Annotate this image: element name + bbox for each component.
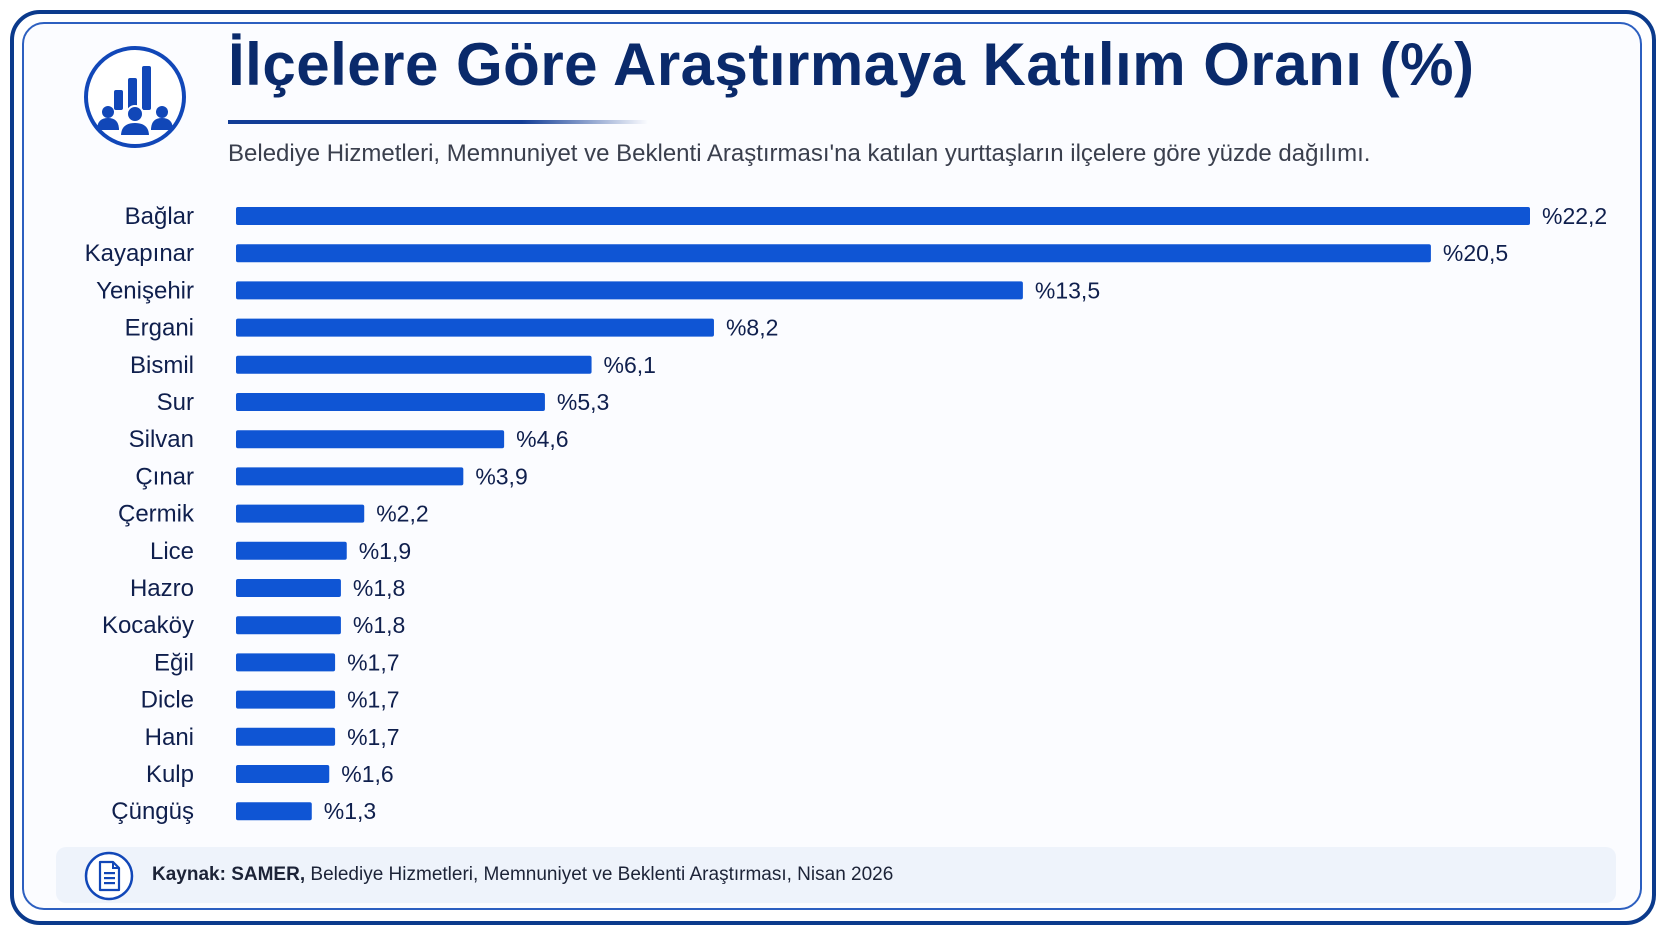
value-label: %1,8 (353, 575, 405, 601)
bar (236, 467, 464, 486)
source-footer: Kaynak: SAMER, Belediye Hizmetleri, Memn… (56, 847, 1616, 903)
value-label: %20,5 (1443, 240, 1508, 266)
category-label: Kocaköy (102, 612, 194, 639)
value-label: %8,2 (726, 315, 778, 341)
bar (236, 690, 336, 709)
source-description: Belediye Hizmetleri, Memnuniyet ve Bekle… (310, 864, 894, 885)
bar (236, 430, 505, 449)
source-org: SAMER, (231, 864, 306, 885)
bar (236, 281, 1023, 300)
bar (236, 727, 336, 746)
category-label: Bağlar (125, 203, 194, 230)
value-label: %1,9 (359, 538, 411, 564)
category-label: Bismil (130, 352, 194, 379)
value-label: %4,6 (516, 426, 568, 452)
title-underline (228, 120, 648, 124)
bar-chart-people-icon (84, 46, 186, 148)
value-label: %1,3 (324, 798, 376, 824)
outer-frame (10, 10, 1656, 925)
category-label: Ergani (125, 315, 194, 342)
page-title: İlçelere Göre Araştırmaya Katılım Oranı … (228, 31, 1475, 98)
category-label: Çınar (135, 463, 194, 490)
category-label: Kayapınar (85, 240, 194, 267)
bar (236, 579, 341, 597)
bar-chart: Bağlar %22,2 Kayapınar %20,5 Yenişehir %13,5 E… (85, 203, 1608, 825)
category-label: Çüngüş (111, 798, 194, 825)
value-label: %1,7 (347, 687, 399, 713)
value-label: %5,3 (557, 389, 609, 415)
bar (236, 207, 1530, 225)
value-label: %13,5 (1035, 277, 1100, 303)
value-label: %2,2 (376, 501, 428, 527)
bar (236, 244, 1431, 263)
value-label: %1,7 (347, 724, 399, 750)
bar (236, 653, 336, 672)
value-label: %1,7 (347, 649, 399, 675)
category-label: Lice (150, 538, 194, 565)
category-label: Hani (145, 724, 194, 751)
page-subtitle: Belediye Hizmetleri, Memnuniyet ve Bekle… (228, 140, 1371, 167)
value-label: %1,8 (353, 612, 405, 638)
category-label: Çermik (118, 501, 195, 528)
category-label: Kulp (146, 761, 194, 788)
bar (236, 504, 365, 523)
document-icon (84, 851, 134, 901)
value-label: %1,6 (341, 761, 393, 787)
value-label: %6,1 (604, 352, 656, 378)
bar (236, 616, 341, 635)
bar (236, 765, 330, 783)
category-label: Silvan (129, 426, 194, 453)
bar (236, 318, 714, 337)
source-text: Kaynak: SAMER, Belediye Hizmetleri, Memn… (152, 864, 893, 886)
value-label: %3,9 (475, 463, 527, 489)
category-label: Yenişehir (96, 277, 194, 304)
category-label: Hazro (130, 575, 194, 602)
bar (236, 393, 545, 411)
bar (236, 541, 347, 560)
source-label: Kaynak: (152, 864, 226, 885)
inner-frame (22, 22, 1642, 910)
category-label: Eğil (154, 649, 194, 676)
bar (236, 355, 592, 374)
category-label: Sur (157, 389, 194, 416)
category-label: Dicle (141, 687, 194, 714)
bar (236, 802, 312, 821)
value-label: %22,2 (1542, 203, 1607, 229)
